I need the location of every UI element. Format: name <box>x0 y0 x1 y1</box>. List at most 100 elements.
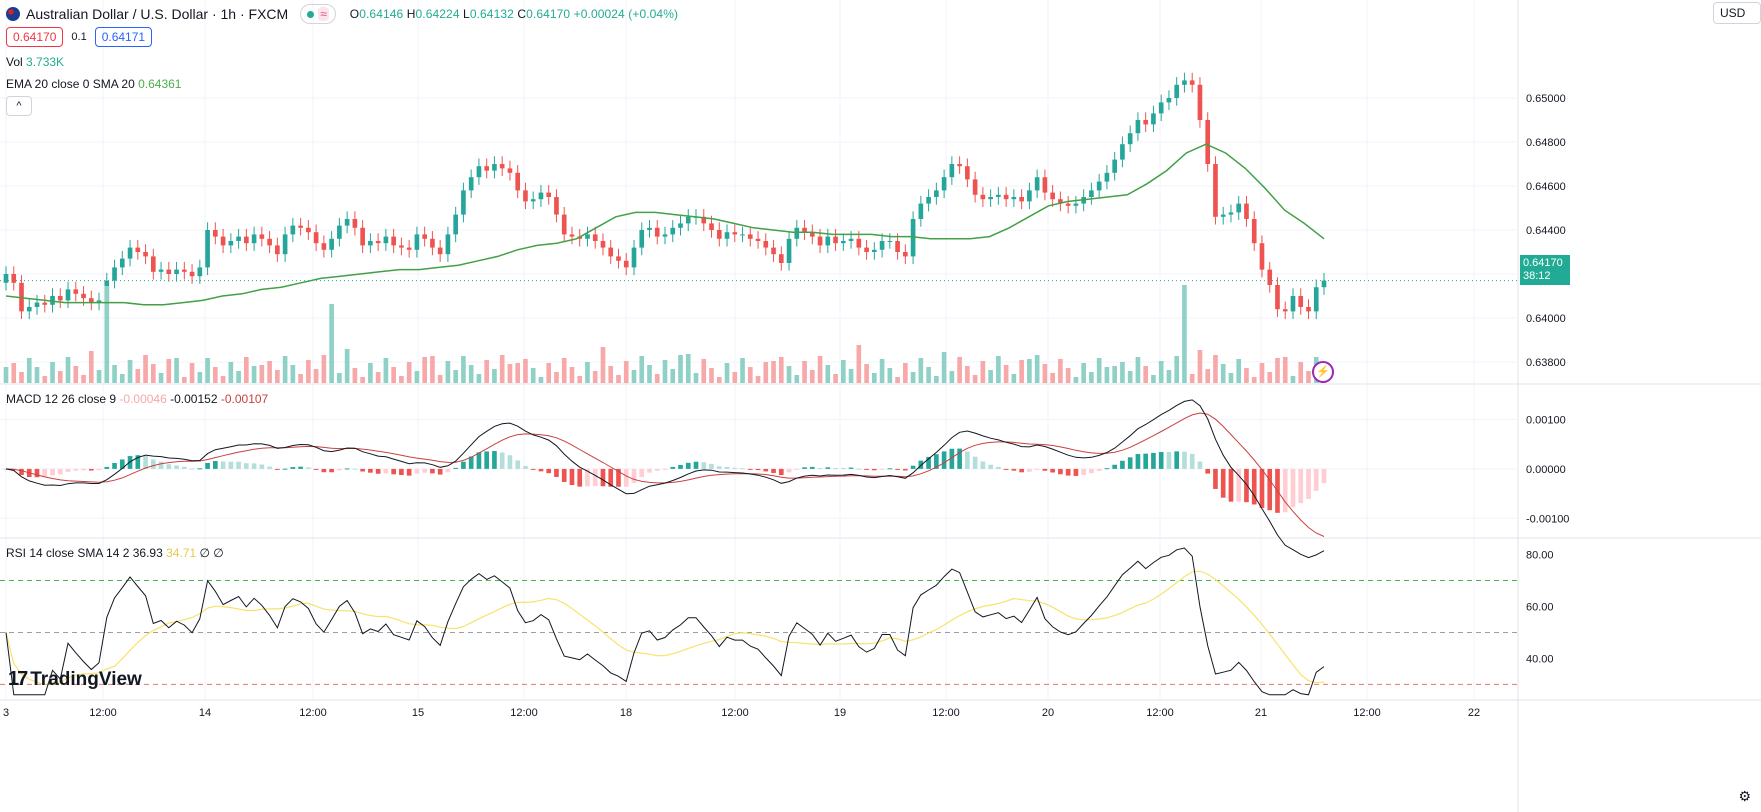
ema-legend[interactable]: EMA 20 close 0 SMA 20 0.64361 <box>6 77 182 91</box>
macd-histogram-bar <box>1236 468 1242 502</box>
volume-bar <box>344 349 350 383</box>
symbol-title[interactable]: Australian Dollar / U.S. Dollar · 1h · F… <box>26 6 289 22</box>
volume-bar <box>918 358 924 383</box>
volume-bar <box>685 354 691 383</box>
volume-bar <box>1127 371 1133 383</box>
candle-body <box>678 223 683 228</box>
volume-bar <box>484 360 490 383</box>
market-status-pill[interactable]: ≈ <box>300 4 336 24</box>
macd-histogram-bar <box>143 455 148 469</box>
macd-legend[interactable]: MACD 12 26 close 9 -0.00046 -0.00152 -0.… <box>6 392 269 406</box>
candle-body <box>150 256 156 272</box>
macd-histogram-bar <box>34 468 40 478</box>
candle-body <box>391 236 396 246</box>
candle-body <box>399 245 404 248</box>
macd-histogram-bar <box>755 468 761 471</box>
macd-histogram-bar <box>65 468 71 472</box>
macd-histogram-bar <box>391 468 396 475</box>
macd-histogram-bar <box>809 466 815 469</box>
candle-body <box>848 238 854 241</box>
volume-bar <box>468 365 474 383</box>
macd-histogram-bar <box>42 468 48 478</box>
rsi-tick-label: 40.00 <box>1526 653 1554 665</box>
rsi-tick-label: 60.00 <box>1526 602 1554 614</box>
price-tick-label: 0.63800 <box>1526 357 1566 369</box>
volume-bar <box>352 368 358 383</box>
macd-histogram-bar <box>864 468 869 470</box>
macd-histogram-bar <box>306 467 311 469</box>
macd-histogram-bar <box>693 461 699 469</box>
candle-body <box>709 223 714 230</box>
gear-icon[interactable]: ⚙ <box>1738 788 1751 804</box>
candle-body <box>926 197 931 204</box>
macd-histogram-bar <box>1127 457 1133 469</box>
volume-bar <box>50 362 55 383</box>
candle-body <box>166 269 172 274</box>
time-tick-label: 12:00 <box>299 707 327 719</box>
macd-histogram-bar <box>895 468 900 470</box>
volume-bar <box>11 363 17 383</box>
volume-bar <box>1019 360 1024 383</box>
spread-value: 0.1 <box>71 31 87 43</box>
macd-histogram-bar <box>1189 453 1195 469</box>
candle-body <box>368 241 373 246</box>
macd-histogram-bar <box>523 466 528 469</box>
macd-histogram-bar <box>1120 460 1125 469</box>
macd-histogram-bar <box>554 468 559 477</box>
volume-bar <box>1267 372 1273 383</box>
macd-histogram-bar <box>1151 452 1156 469</box>
price-tick-label: 0.64800 <box>1526 137 1566 149</box>
lightning-icon[interactable]: ⚡ <box>1312 361 1334 383</box>
buy-button[interactable]: 0.64171 <box>94 27 153 47</box>
tradingview-logo[interactable]: 17 TradingView <box>8 668 142 690</box>
volume-bar <box>654 374 660 383</box>
rsi-legend[interactable]: RSI 14 close SMA 14 2 36.93 34.71 ∅ ∅ <box>6 546 224 560</box>
macd-histogram-bar <box>213 460 218 469</box>
volume-bar <box>499 355 505 383</box>
macd-histogram-bar <box>1197 461 1203 469</box>
macd-tick-label: 0.00000 <box>1526 464 1566 476</box>
macd-histogram-bar <box>1096 468 1102 471</box>
volume-bar <box>879 359 885 383</box>
macd-histogram-bar <box>515 460 521 469</box>
candle-body <box>119 258 125 268</box>
volume-bar <box>592 371 598 383</box>
volume-bar <box>856 345 862 383</box>
candle-body <box>747 234 753 239</box>
collapse-legend-button[interactable]: ^ <box>6 96 32 116</box>
candle-body <box>996 194 1001 197</box>
volume-bar <box>616 375 621 383</box>
volume-bar <box>197 372 203 383</box>
volume-bar <box>507 364 513 383</box>
volume-legend[interactable]: Vol 3.733K <box>6 55 65 69</box>
volume-bar <box>1089 372 1094 383</box>
aud-flag-icon <box>6 7 20 21</box>
macd-histogram-bar <box>530 468 536 470</box>
currency-selector[interactable]: USD <box>1713 2 1761 24</box>
macd-histogram-bar <box>119 459 125 469</box>
macd-histogram-bar <box>1081 468 1086 475</box>
macd-histogram-bar <box>592 468 598 487</box>
macd-histogram-bar <box>1220 468 1226 498</box>
macd-histogram-bar <box>313 468 319 470</box>
time-tick-label: 22 <box>1468 707 1480 719</box>
macd-histogram-bar <box>422 468 427 473</box>
candle-body <box>453 214 458 235</box>
macd-histogram-bar <box>375 468 381 474</box>
macd-histogram-bar <box>1321 468 1327 484</box>
volume-bar <box>34 367 40 383</box>
candle-body <box>73 289 79 294</box>
candle-body <box>1089 190 1094 197</box>
macd-histogram-bar <box>988 464 993 469</box>
macd-histogram-bar <box>701 462 707 469</box>
macd-histogram-bar <box>220 461 226 469</box>
volume-bar <box>794 375 800 383</box>
candle-body <box>1011 197 1017 200</box>
candle-body <box>352 219 358 228</box>
symbol-legend[interactable]: Australian Dollar / U.S. Dollar · 1h · F… <box>6 4 678 24</box>
volume-bar <box>282 356 288 383</box>
sell-button[interactable]: 0.64170 <box>6 27 64 47</box>
volume-bar <box>158 373 164 383</box>
candle-body <box>1003 194 1009 200</box>
